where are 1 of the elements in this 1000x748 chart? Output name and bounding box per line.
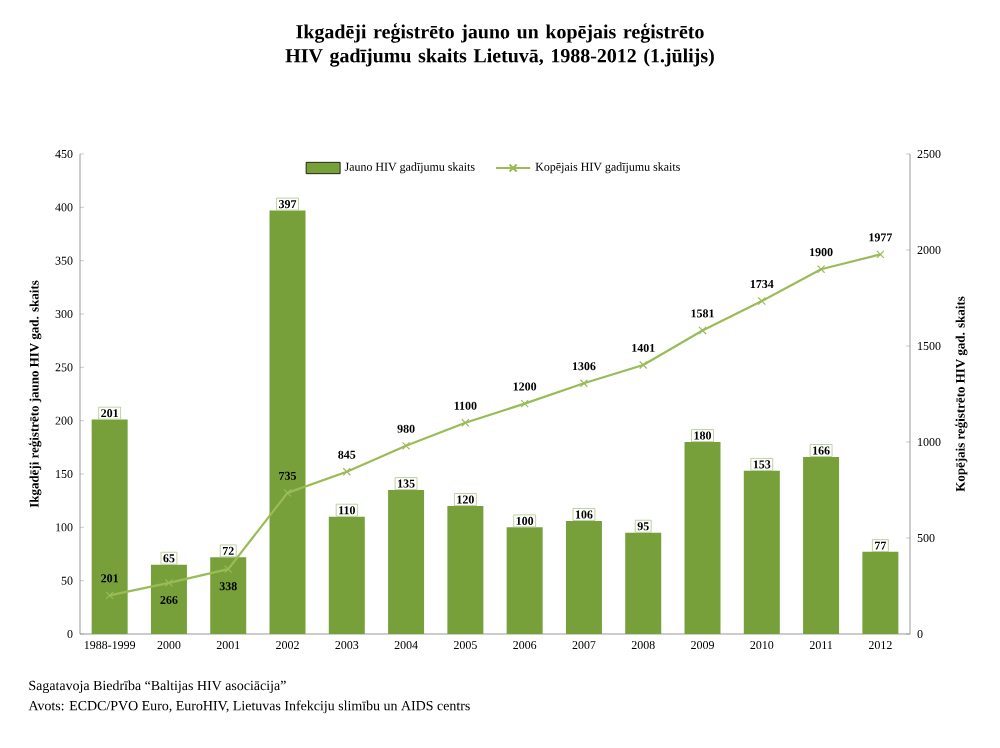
chart-title: Ikgadēji reģistrēto jauno un kopējais reģistrēto HIV gadījumu skaits Lietuvā, 1988-2012 (1.jūlijs) bbox=[285, 23, 714, 67]
